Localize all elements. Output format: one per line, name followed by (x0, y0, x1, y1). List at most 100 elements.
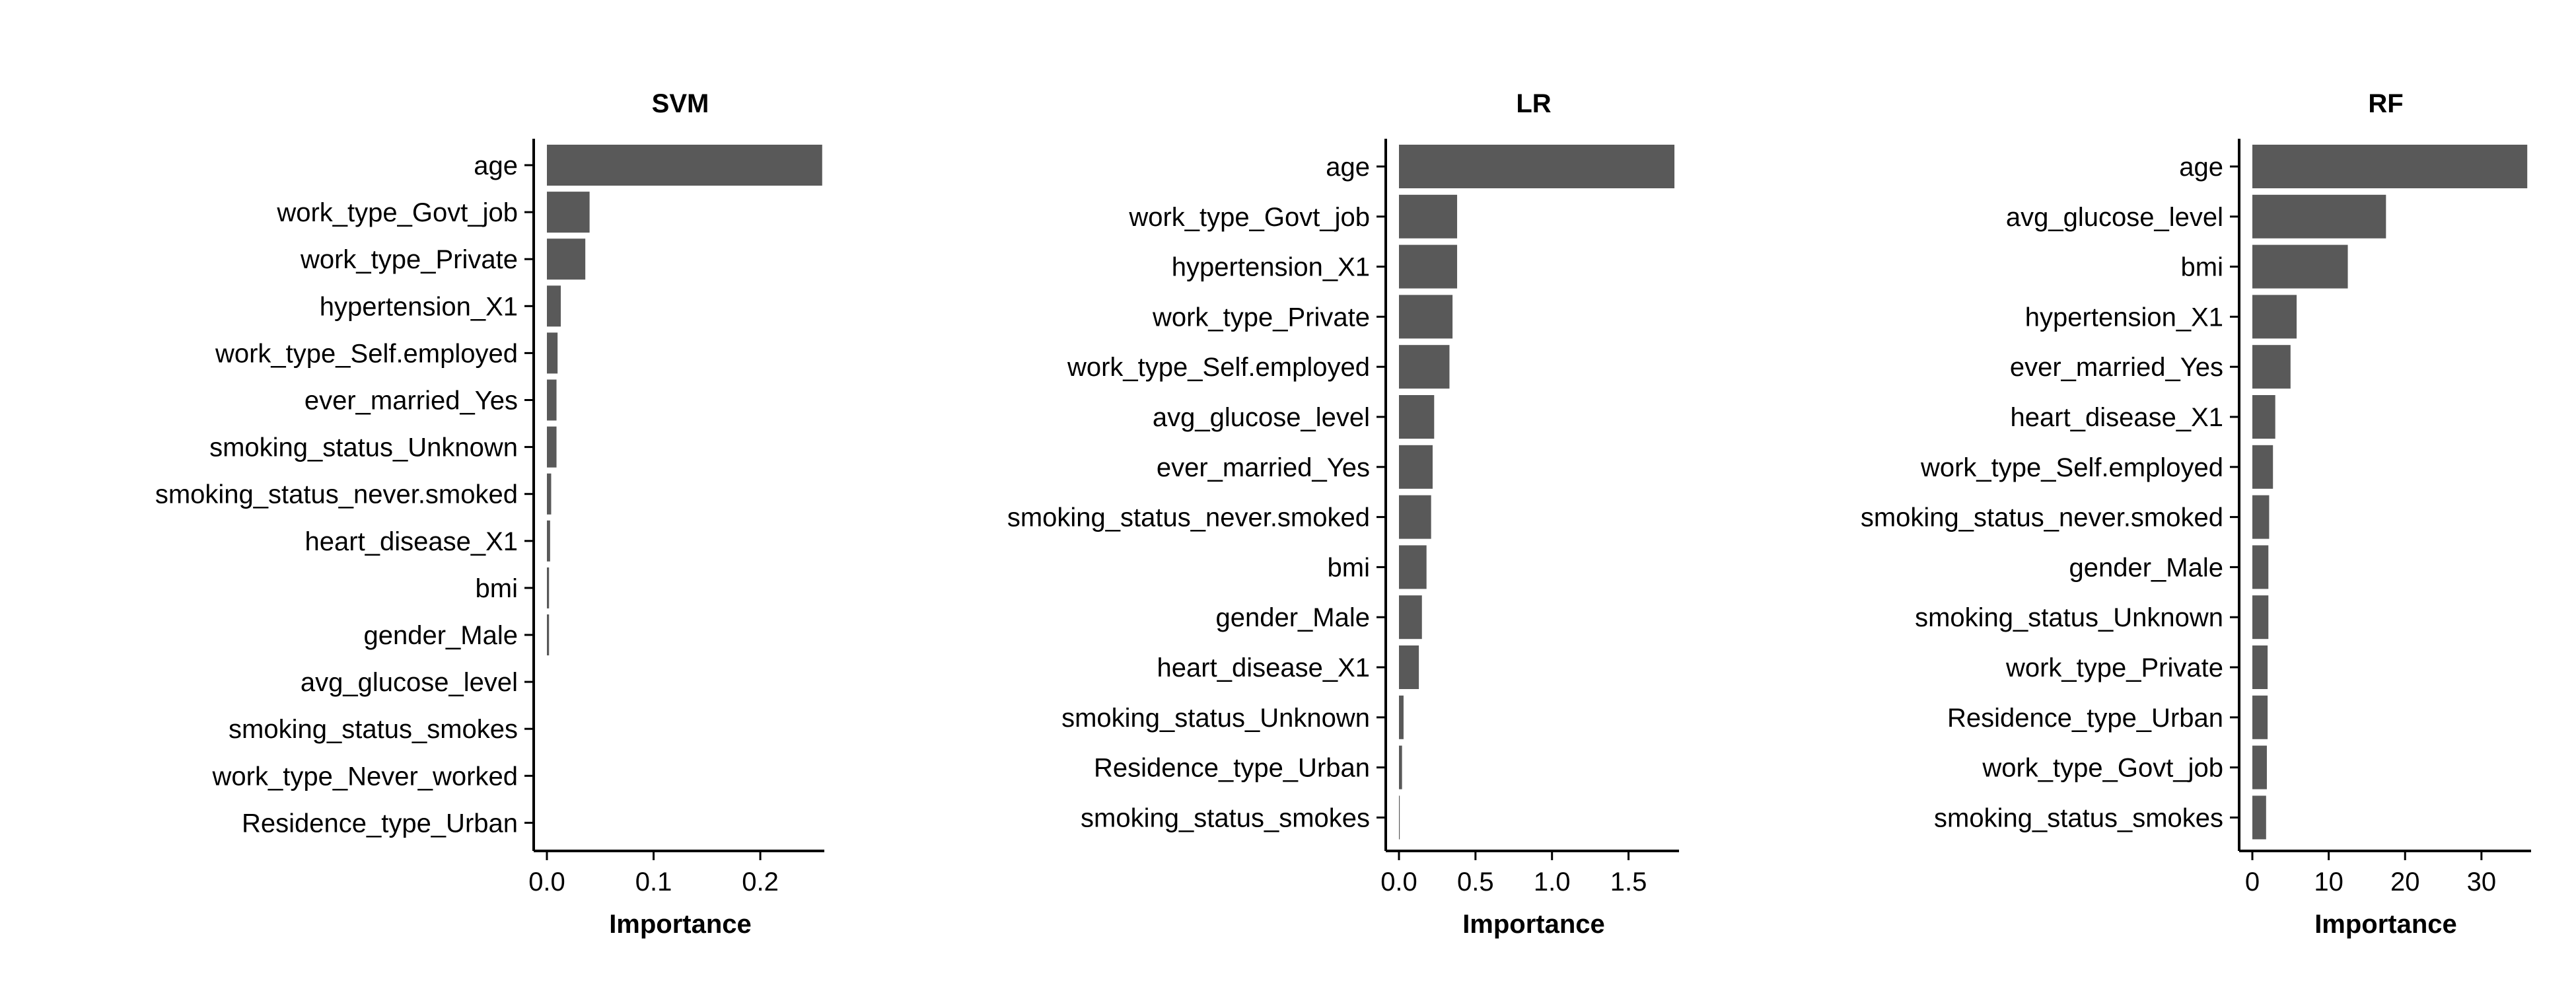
category-label: bmi (1328, 553, 1370, 582)
category-label: work_type_Govt_job (1128, 203, 1370, 232)
category-label: smoking_status_Unknown (1915, 603, 2223, 632)
category-label: smoking_status_never.smoked (1861, 503, 2223, 532)
bar-heart_disease_X1 (1399, 645, 1419, 689)
panel-title: SVM (652, 89, 709, 118)
bar-work_type_Govt_job (2252, 745, 2267, 789)
bar-hypertension_X1 (2252, 295, 2297, 339)
category-label: bmi (476, 574, 518, 603)
x-tick-label: 1.5 (1610, 867, 1647, 897)
category-label: smoking_status_smokes (1081, 803, 1370, 832)
category-label: ever_married_Yes (2010, 353, 2223, 382)
category-label: work_type_Private (300, 245, 518, 274)
bar-work_type_Self.employed (2252, 445, 2273, 489)
category-label: gender_Male (1216, 603, 1371, 632)
bar-ever_married_Yes (2252, 345, 2291, 389)
category-label: gender_Male (2069, 553, 2224, 582)
bar-gender_Male (1399, 595, 1422, 640)
category-label: work_type_Govt_job (1982, 754, 2223, 783)
bar-work_type_Govt_job (547, 192, 590, 233)
bar-heart_disease_X1 (547, 520, 550, 562)
bar-smoking_status_never.smoked (547, 473, 552, 515)
x-tick-label: 0 (2245, 867, 2260, 897)
category-label: smoking_status_smokes (229, 715, 518, 744)
category-label: heart_disease_X1 (1157, 653, 1370, 682)
bar-heart_disease_X1 (2252, 395, 2275, 439)
bar-ever_married_Yes (1399, 445, 1433, 489)
bar-smoking_status_Unknown (2252, 595, 2269, 640)
category-label: smoking_status_Unknown (209, 433, 518, 462)
category-label: age (2179, 153, 2223, 182)
category-label: work_type_Self.employed (215, 339, 518, 368)
bar-age (1399, 145, 1675, 188)
category-label: smoking_status_never.smoked (155, 480, 518, 509)
x-axis-title: Importance (2314, 910, 2457, 939)
category-label: avg_glucose_level (1153, 403, 1370, 432)
bar-smoking_status_smokes (2252, 795, 2266, 840)
x-tick-label: 30 (2467, 867, 2497, 897)
category-label: ever_married_Yes (1157, 453, 1370, 482)
category-label: hypertension_X1 (320, 292, 518, 321)
bar-hypertension_X1 (1399, 244, 1458, 289)
bar-bmi (547, 567, 550, 608)
bar-bmi (1399, 545, 1427, 589)
category-label: age (474, 151, 518, 180)
category-label: work_type_Govt_job (276, 198, 518, 227)
bar-smoking_status_never.smoked (2252, 495, 2270, 539)
x-tick-label: 1.0 (1534, 867, 1571, 897)
category-label: Residence_type_Urban (242, 809, 518, 838)
category-label: avg_glucose_level (301, 668, 518, 697)
category-label: work_type_Self.employed (1920, 453, 2223, 482)
bar-Residence_type_Urban (1399, 745, 1402, 789)
x-tick-label: 0.0 (528, 867, 565, 897)
x-tick-label: 0.5 (1457, 867, 1494, 897)
bar-smoking_status_Unknown (1399, 695, 1404, 739)
category-label: gender_Male (364, 621, 519, 650)
category-label: work_type_Private (2005, 653, 2223, 682)
x-tick-label: 20 (2390, 867, 2420, 897)
bar-work_type_Self.employed (1399, 345, 1450, 389)
x-tick-label: 0.1 (635, 867, 672, 897)
chart-panel-svm: SVM age work_type_Govt_job work_type_Privat… (155, 89, 824, 939)
category-label: work_type_Private (1152, 303, 1370, 332)
category-label: heart_disease_X1 (305, 527, 518, 556)
category-label: hypertension_X1 (1172, 253, 1370, 282)
bar-bmi (2252, 244, 2348, 289)
category-label: ever_married_Yes (304, 386, 518, 416)
bar-smoking_status_smokes (1399, 795, 1400, 840)
chart-panel-lr: LR age work_type_Govt_job hypertension_X1wo… (1007, 89, 1679, 939)
x-tick-label: 0.2 (742, 867, 779, 897)
x-axis-title: Importance (1462, 910, 1605, 939)
panel-title: RF (2368, 89, 2403, 118)
bar-age (2252, 145, 2528, 188)
category-label: avg_glucose_level (2006, 203, 2223, 232)
bar-work_type_Private (1399, 295, 1453, 339)
bar-smoking_status_Unknown (547, 426, 557, 468)
category-label: Residence_type_Urban (1947, 704, 2223, 733)
x-tick-label: 10 (2314, 867, 2343, 897)
bar-work_type_Govt_job (1399, 194, 1458, 239)
bar-Residence_type_Urban (2252, 695, 2268, 739)
bar-work_type_Self.employed (547, 332, 558, 374)
category-label: Residence_type_Urban (1094, 754, 1370, 783)
bar-work_type_Private (2252, 645, 2268, 689)
bar-hypertension_X1 (547, 285, 561, 327)
bar-work_type_Private (547, 239, 586, 280)
category-label: work_type_Self.employed (1067, 353, 1370, 382)
category-label: smoking_status_smokes (1934, 803, 2223, 832)
bar-smoking_status_never.smoked (1399, 495, 1431, 539)
bar-ever_married_Yes (547, 379, 557, 421)
x-axis-title: Importance (609, 910, 752, 939)
bar-gender_Male (2252, 545, 2269, 589)
x-tick-label: 0.0 (1380, 867, 1417, 897)
bar-gender_Male (547, 614, 550, 655)
bar-avg_glucose_level (1399, 395, 1435, 439)
panel-title: LR (1516, 89, 1551, 118)
category-label: hypertension_X1 (2025, 303, 2223, 332)
category-label: bmi (2181, 253, 2223, 282)
category-label: heart_disease_X1 (2011, 403, 2223, 432)
bar-avg_glucose_level (2252, 194, 2386, 239)
category-label: smoking_status_never.smoked (1007, 503, 1370, 532)
category-label: age (1326, 153, 1370, 182)
